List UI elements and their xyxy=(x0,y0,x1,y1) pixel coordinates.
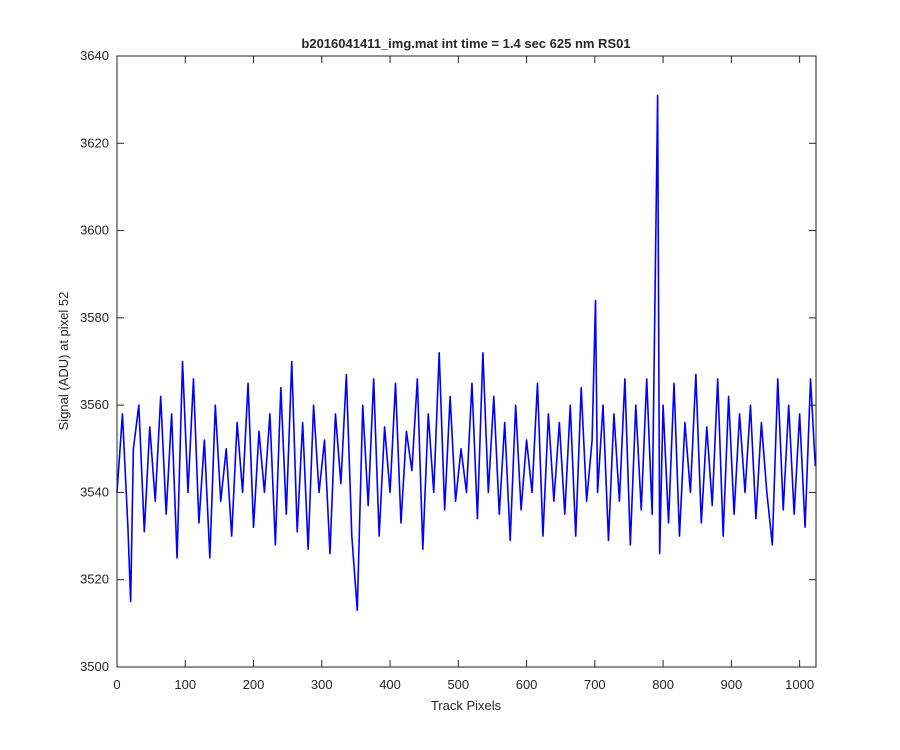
y-tick-label: 3640 xyxy=(80,48,109,63)
x-tick-label: 700 xyxy=(584,677,606,692)
x-tick-label: 500 xyxy=(447,677,469,692)
axes-box xyxy=(116,55,817,668)
x-tick-label: 0 xyxy=(113,677,120,692)
x-tick-label: 900 xyxy=(721,677,743,692)
x-axis-label: Track Pixels xyxy=(431,698,502,713)
x-tick-label: 1000 xyxy=(785,677,814,692)
y-tick-label: 3600 xyxy=(80,223,109,238)
x-tick-label: 400 xyxy=(379,677,401,692)
y-tick-label: 3560 xyxy=(80,397,109,412)
chart-title: b2016041411_img.mat int time = 1.4 sec 6… xyxy=(301,36,630,51)
x-tick-label: 800 xyxy=(652,677,674,692)
y-tick-label: 3500 xyxy=(80,659,109,674)
data-line xyxy=(116,94,817,612)
x-tick-label: 100 xyxy=(174,677,196,692)
y-tick-label: 3620 xyxy=(80,135,109,150)
y-tick-label: 3520 xyxy=(80,572,109,587)
x-tick-label: 200 xyxy=(243,677,265,692)
y-axis-label: Signal (ADU) at pixel 52 xyxy=(56,292,71,431)
x-tick-label: 300 xyxy=(311,677,333,692)
y-tick-label: 3580 xyxy=(80,310,109,325)
y-tick-label: 3540 xyxy=(80,484,109,499)
plot-area xyxy=(117,56,816,667)
x-tick-label: 600 xyxy=(516,677,538,692)
